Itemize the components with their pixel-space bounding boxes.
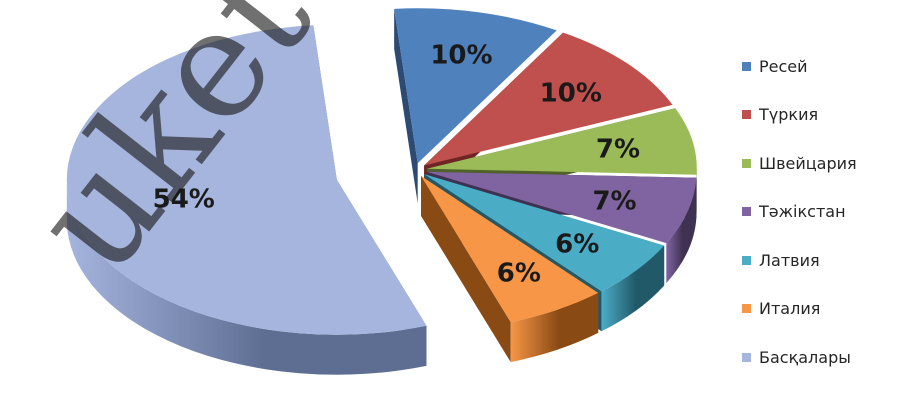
- pie-slice-wall: [666, 177, 697, 284]
- pie-slice-wall: [510, 292, 599, 363]
- legend-item-others: Басқалары: [742, 346, 857, 370]
- pie-slice-others: 54%: [66, 25, 427, 375]
- legend-label: Тәжікстан: [759, 202, 846, 222]
- legend-swatch: [742, 353, 751, 363]
- legend-item-russia: Ресей: [742, 54, 857, 78]
- pie-slice-top: [424, 32, 673, 166]
- data-label-turkey: 10%: [540, 78, 602, 108]
- pie-slice-top: [426, 108, 697, 175]
- data-label-latvia: 6%: [555, 229, 599, 259]
- pie-slice-cut-face: [394, 8, 418, 204]
- data-label-tajikistan: 7%: [592, 186, 636, 216]
- pie-slice-wall: [601, 245, 665, 332]
- legend-label: Түркия: [759, 105, 819, 125]
- legend-item-latvia: Латвия: [742, 248, 857, 272]
- legend-item-turkey: Түркия: [742, 103, 857, 127]
- pie-slice-cut-face: [421, 175, 511, 363]
- pie-slice-top: [424, 174, 665, 292]
- legend-label: Ресей: [759, 56, 808, 76]
- data-label-switzerland: 7%: [596, 135, 640, 165]
- data-label-russia: 10%: [430, 41, 492, 71]
- pie-slice-top: [421, 175, 599, 323]
- pie-slice-top: [66, 25, 427, 335]
- legend-label: Италия: [759, 299, 821, 319]
- pie-slice-top: [426, 171, 697, 244]
- chart-legend: Ресей Түркия Швейцария Тәжікстан Латвия Итали…: [742, 54, 857, 394]
- legend-swatch: [742, 61, 751, 71]
- legend-label: Басқалары: [759, 348, 851, 368]
- pie-slice-russia: 10%: [394, 8, 557, 204]
- legend-swatch: [742, 207, 751, 217]
- legend-label: Швейцария: [759, 153, 857, 173]
- legend-item-italy: Италия: [742, 297, 857, 321]
- legend-swatch: [742, 255, 751, 265]
- legend-item-switzerland: Швейцария: [742, 151, 857, 175]
- data-label-others: 54%: [153, 185, 215, 215]
- legend-swatch: [742, 304, 751, 314]
- pie-slice-top: [394, 8, 557, 164]
- data-label-italy: 6%: [497, 258, 541, 288]
- legend-item-tajikistan: Тәжікстан: [742, 200, 857, 224]
- pie-slice-italy: 6%: [421, 175, 599, 363]
- legend-label: Латвия: [759, 250, 820, 270]
- pie-slice-wall: [66, 179, 427, 375]
- legend-swatch: [742, 158, 751, 168]
- legend-swatch: [742, 110, 751, 120]
